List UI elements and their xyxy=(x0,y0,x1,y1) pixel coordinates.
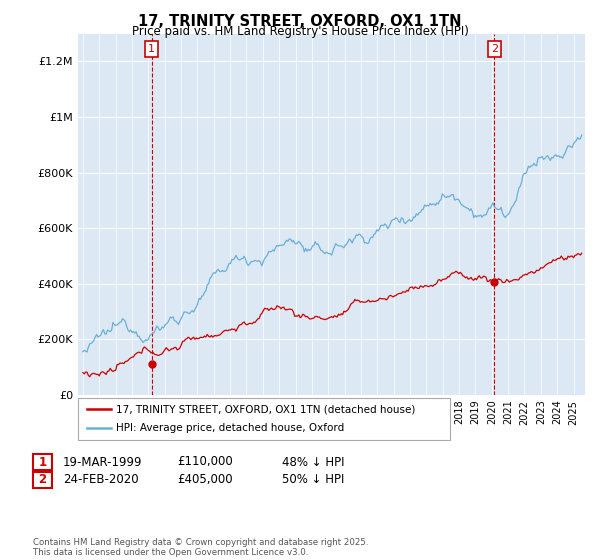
Text: £110,000: £110,000 xyxy=(177,455,233,469)
Text: 1: 1 xyxy=(38,455,47,469)
Text: 2: 2 xyxy=(491,44,498,54)
Text: 17, TRINITY STREET, OXFORD, OX1 1TN: 17, TRINITY STREET, OXFORD, OX1 1TN xyxy=(138,14,462,29)
Text: 50% ↓ HPI: 50% ↓ HPI xyxy=(282,473,344,487)
Text: 19-MAR-1999: 19-MAR-1999 xyxy=(63,455,143,469)
Text: HPI: Average price, detached house, Oxford: HPI: Average price, detached house, Oxfo… xyxy=(116,423,344,433)
Text: 17, TRINITY STREET, OXFORD, OX1 1TN (detached house): 17, TRINITY STREET, OXFORD, OX1 1TN (det… xyxy=(116,404,415,414)
Text: 2: 2 xyxy=(38,473,47,487)
Text: 1: 1 xyxy=(148,44,155,54)
Text: Contains HM Land Registry data © Crown copyright and database right 2025.
This d: Contains HM Land Registry data © Crown c… xyxy=(33,538,368,557)
Text: £405,000: £405,000 xyxy=(177,473,233,487)
Text: 48% ↓ HPI: 48% ↓ HPI xyxy=(282,455,344,469)
Text: 24-FEB-2020: 24-FEB-2020 xyxy=(63,473,139,487)
Text: Price paid vs. HM Land Registry's House Price Index (HPI): Price paid vs. HM Land Registry's House … xyxy=(131,25,469,38)
